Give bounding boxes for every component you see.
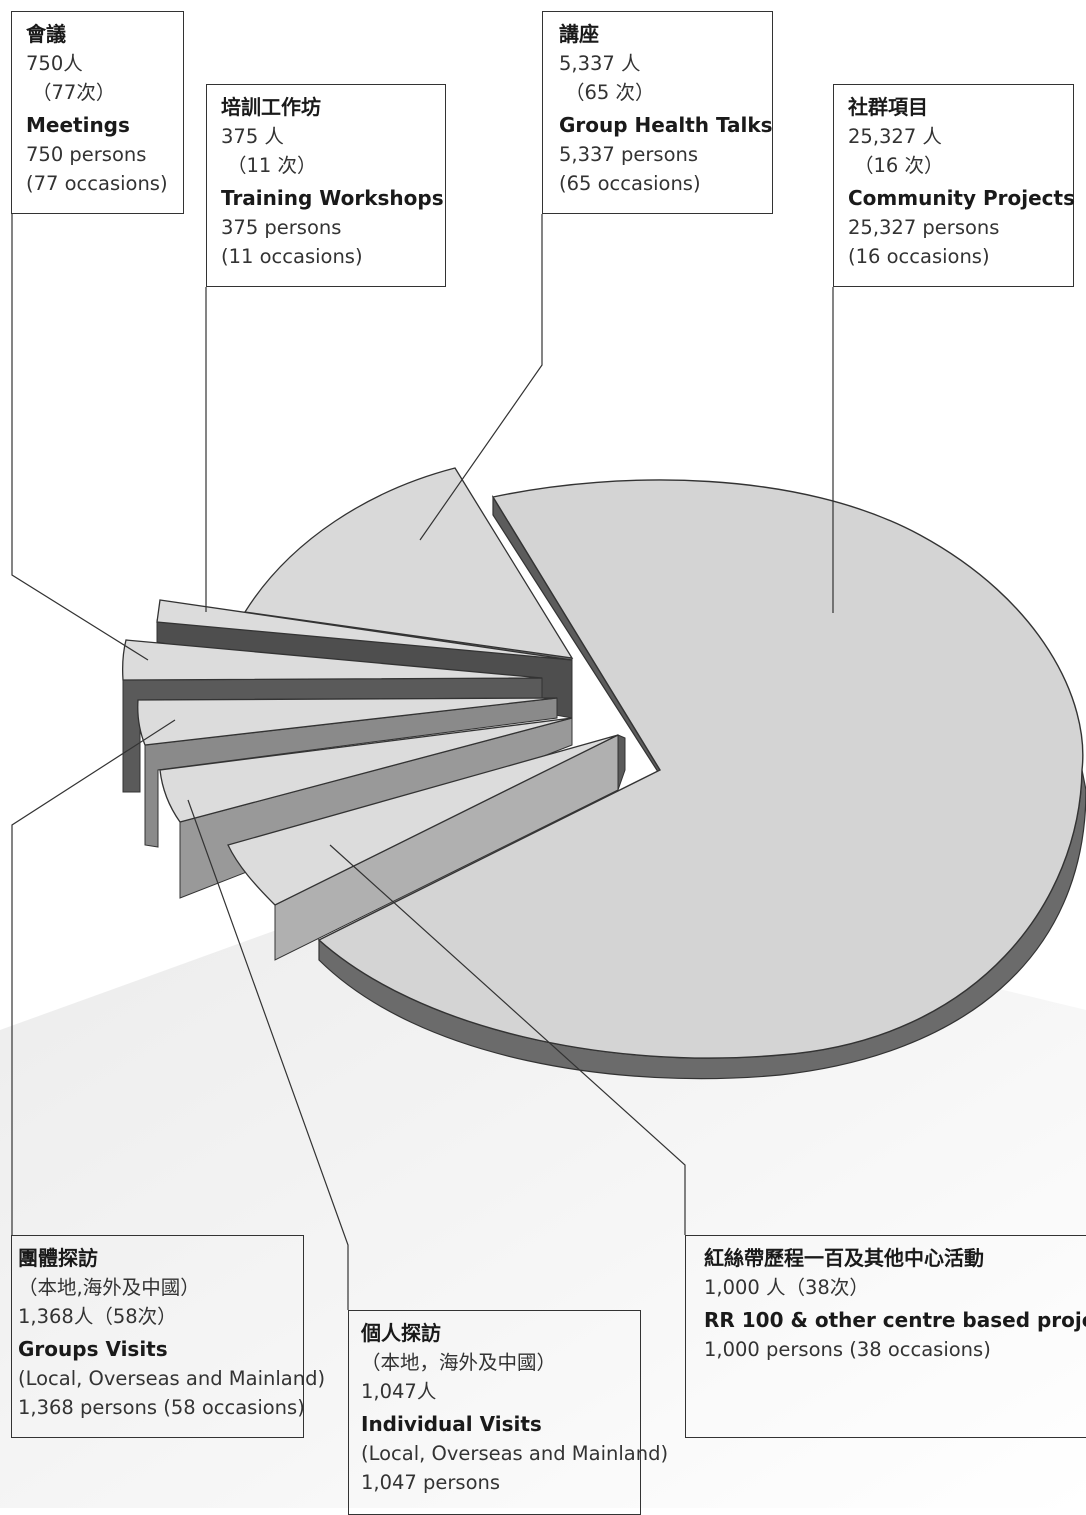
value-persons-en: 375 persons bbox=[221, 216, 342, 239]
label-zh: 團體探訪 bbox=[18, 1246, 98, 1270]
slice-individual-top bbox=[159, 717, 573, 823]
slice-rr100-side-end bbox=[617, 734, 626, 791]
label-en: Individual Visits bbox=[361, 1412, 542, 1436]
value-occasions-en: (77 occasions) bbox=[26, 172, 168, 195]
value-occasions-zh: （16 次） bbox=[854, 154, 944, 177]
leader-talks bbox=[419, 214, 543, 541]
callout-individual: 個人探訪 （本地，海外及中國） 1,047人 Individual Visits… bbox=[348, 1310, 669, 1515]
leader-rr100 bbox=[329, 844, 686, 1235]
value-persons-zh: 375 人 bbox=[221, 125, 284, 148]
leader-groups bbox=[11, 719, 176, 1235]
label-zh: 會議 bbox=[26, 22, 66, 46]
label-en: Community Projects bbox=[848, 186, 1075, 210]
value-persons-en: 25,327 persons bbox=[848, 216, 1000, 239]
label-zh: 紅絲帶歷程一百及其他中心活動 bbox=[704, 1246, 984, 1270]
slice-community-top bbox=[317, 479, 1084, 1059]
slice-rr100-top bbox=[227, 734, 619, 906]
callout-rr100: 紅絲帶歷程一百及其他中心活動 1,000 人（38次） RR 100 & oth… bbox=[685, 1235, 1086, 1438]
label-zh: 培訓工作坊 bbox=[221, 95, 321, 119]
leader-meetings bbox=[11, 214, 149, 661]
value-persons-zh: 1,047人 bbox=[361, 1380, 437, 1403]
value-persons-zh: 750人 bbox=[26, 52, 83, 75]
leader-individual bbox=[187, 799, 349, 1310]
value-occasions-zh: （77次） bbox=[32, 81, 116, 104]
callout-talks: 講座 5,337 人 （65 次） Group Health Talks 5,3… bbox=[542, 11, 773, 214]
value-occasions-zh: （11 次） bbox=[227, 154, 317, 177]
label-zh: 社群項目 bbox=[848, 95, 928, 119]
value-persons-en: 750 persons bbox=[26, 143, 147, 166]
label-en: Training Workshops bbox=[221, 186, 444, 210]
callout-groups: 團體探訪 （本地,海外及中國） 1,368人（58次） Groups Visit… bbox=[11, 1235, 326, 1438]
slice-talks-top bbox=[243, 467, 574, 659]
callout-meetings: 會議 750人 （77次） Meetings 750 persons (77 o… bbox=[11, 11, 184, 214]
value-persons-zh: 1,368人（58次） bbox=[18, 1305, 177, 1328]
value-persons-zh: 5,337 人 bbox=[559, 52, 641, 75]
callout-training: 培訓工作坊 375 人 （11 次） Training Workshops 37… bbox=[206, 84, 446, 287]
leader-lines bbox=[11, 214, 834, 1310]
label-en: Group Health Talks bbox=[559, 113, 773, 137]
slice-meetings-top bbox=[121, 639, 543, 681]
value-persons-en: 1,000 persons (38 occasions) bbox=[704, 1338, 991, 1361]
value-region-en: (Local, Overseas and Mainland) bbox=[18, 1367, 326, 1390]
value-persons-en: 1,047 persons bbox=[361, 1471, 501, 1494]
slice-groups-top bbox=[137, 697, 558, 746]
value-region-zh: （本地，海外及中國） bbox=[361, 1351, 557, 1374]
label-zh: 講座 bbox=[559, 22, 599, 46]
label-zh: 個人探訪 bbox=[361, 1321, 441, 1345]
value-occasions-en: (65 occasions) bbox=[559, 172, 701, 195]
value-persons-zh: 25,327 人 bbox=[848, 125, 942, 148]
value-persons-zh: 1,000 人（38次） bbox=[704, 1276, 869, 1299]
value-occasions-zh: （65 次） bbox=[565, 81, 655, 104]
label-en: RR 100 & other centre based projects bbox=[704, 1308, 1086, 1332]
value-region-zh: （本地,海外及中國） bbox=[18, 1276, 200, 1299]
value-region-en: (Local, Overseas and Mainland) bbox=[361, 1442, 669, 1465]
value-occasions-en: (16 occasions) bbox=[848, 245, 990, 268]
slice-training-top bbox=[156, 599, 573, 661]
value-occasions-en: (11 occasions) bbox=[221, 245, 363, 268]
value-persons-en: 1,368 persons (58 occasions) bbox=[18, 1396, 305, 1419]
value-persons-en: 5,337 persons bbox=[559, 143, 699, 166]
callout-community: 社群項目 25,327 人 （16 次） Community Projects … bbox=[833, 84, 1075, 287]
label-en: Meetings bbox=[26, 113, 130, 137]
label-en: Groups Visits bbox=[18, 1337, 168, 1361]
